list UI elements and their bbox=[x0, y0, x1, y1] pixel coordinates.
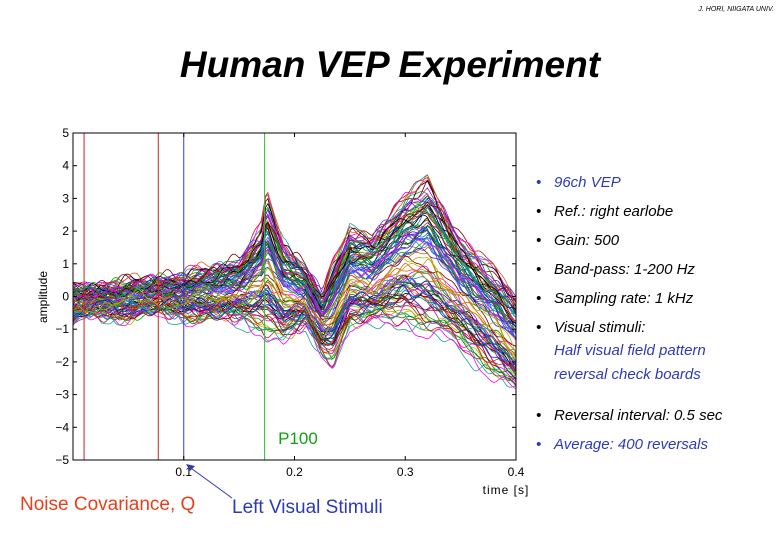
x-tick-label: 0.1 bbox=[175, 465, 192, 479]
channel-trace bbox=[72, 195, 517, 302]
bullet-reversal-interval: • Reversal interval: 0.5 sec bbox=[536, 405, 776, 434]
bullet-text: Sampling rate: 1 kHz bbox=[554, 290, 694, 307]
bullet-dot: • bbox=[536, 407, 542, 424]
y-axis-ticks: −5 −4 −3 −2 −1 0 1 2 3 4 5 bbox=[55, 126, 516, 467]
x-axis-ticks: 0.1 0.2 0.3 0.4 bbox=[175, 133, 525, 479]
bullet-dot: • bbox=[536, 319, 542, 336]
y-tick-label: 1 bbox=[62, 257, 69, 271]
channel-trace bbox=[72, 206, 517, 314]
noise-covariance-label: Noise Covariance, Q bbox=[20, 494, 196, 515]
bullet-dot: • bbox=[536, 436, 542, 453]
bullet-text: Average: 400 reversals bbox=[554, 436, 708, 453]
p100-label: P100 bbox=[278, 429, 318, 448]
y-axis-label: amplitude bbox=[36, 271, 50, 323]
channel-trace bbox=[72, 300, 517, 376]
y-tick-label: 2 bbox=[62, 224, 69, 238]
bullet-reference: • Ref.: right earlobe bbox=[536, 201, 776, 230]
channel-trace bbox=[72, 229, 517, 327]
x-tick-label: 0.3 bbox=[397, 465, 414, 479]
bullet-dot: • bbox=[536, 232, 542, 249]
y-tick-label: −3 bbox=[55, 388, 69, 402]
bullet-subtext: Half visual field pattern bbox=[554, 342, 706, 359]
bullet-average: • Average: 400 reversals bbox=[536, 434, 776, 463]
author-credit: J. HORI, NIIGATA UNIV. bbox=[698, 6, 774, 13]
channel-trace bbox=[72, 234, 517, 334]
bullet-band-pass: • Band-pass: 1-200 Hz bbox=[536, 259, 776, 288]
bullet-channels: • 96ch VEP bbox=[536, 172, 776, 201]
bullet-sampling-rate: • Sampling rate: 1 kHz bbox=[536, 288, 776, 317]
experiment-parameters: • 96ch VEP • Ref.: right earlobe • Gain:… bbox=[536, 172, 776, 463]
channel-trace bbox=[72, 268, 517, 359]
bullet-text: Gain: 500 bbox=[554, 232, 620, 249]
channel-trace bbox=[72, 226, 517, 328]
channel-trace bbox=[72, 201, 517, 311]
bullet-text: 96ch VEP bbox=[554, 174, 621, 191]
channel-trace bbox=[73, 193, 517, 303]
bullet-subtext: reversal check boards bbox=[554, 366, 701, 383]
y-tick-label: 5 bbox=[62, 126, 69, 140]
channel-trace bbox=[72, 284, 517, 379]
bullet-text: Band-pass: 1-200 Hz bbox=[554, 261, 695, 278]
bullet-text: Visual stimuli: bbox=[554, 319, 646, 336]
stimulus-markers bbox=[83, 133, 266, 460]
bullet-dot: • bbox=[536, 203, 542, 220]
y-tick-label: 3 bbox=[62, 191, 69, 205]
bullet-gain: • Gain: 500 bbox=[536, 230, 776, 259]
y-tick-label: −5 bbox=[55, 453, 69, 467]
y-tick-label: 4 bbox=[62, 159, 69, 173]
channel-trace bbox=[72, 229, 517, 335]
x-tick-label: 0.4 bbox=[508, 465, 525, 479]
slide-title: Human VEP Experiment bbox=[179, 44, 601, 85]
bullet-visual-stimuli: • Visual stimuli: Half visual field patt… bbox=[536, 317, 776, 405]
channel-trace bbox=[72, 197, 517, 315]
y-tick-label: −2 bbox=[55, 355, 69, 369]
y-tick-label: 0 bbox=[62, 290, 69, 304]
x-tick-label: 0.2 bbox=[286, 465, 303, 479]
channel-trace bbox=[72, 258, 517, 355]
channel-trace bbox=[72, 224, 517, 316]
channel-trace bbox=[72, 214, 517, 324]
channel-trace bbox=[72, 291, 517, 373]
bullet-text: Ref.: right earlobe bbox=[554, 203, 674, 220]
bullet-text: Reversal interval: 0.5 sec bbox=[554, 407, 723, 424]
y-tick-label: −1 bbox=[55, 322, 69, 336]
y-tick-label: −4 bbox=[55, 420, 69, 434]
channel-trace bbox=[72, 256, 517, 356]
channel-trace bbox=[72, 262, 517, 354]
x-axis-label: time [s] bbox=[483, 483, 530, 497]
channel-trace bbox=[72, 296, 517, 386]
channel-trace bbox=[72, 187, 517, 300]
channel-trace bbox=[72, 222, 517, 322]
left-visual-stimuli-label: Left Visual Stimuli bbox=[232, 497, 383, 518]
vep-traces bbox=[72, 174, 517, 390]
channel-trace bbox=[72, 306, 517, 390]
bullet-dot: • bbox=[536, 261, 542, 278]
stimulus-arrow bbox=[186, 464, 233, 499]
bullet-dot: • bbox=[536, 174, 542, 191]
channel-trace bbox=[72, 306, 517, 387]
bullet-dot: • bbox=[536, 290, 542, 307]
